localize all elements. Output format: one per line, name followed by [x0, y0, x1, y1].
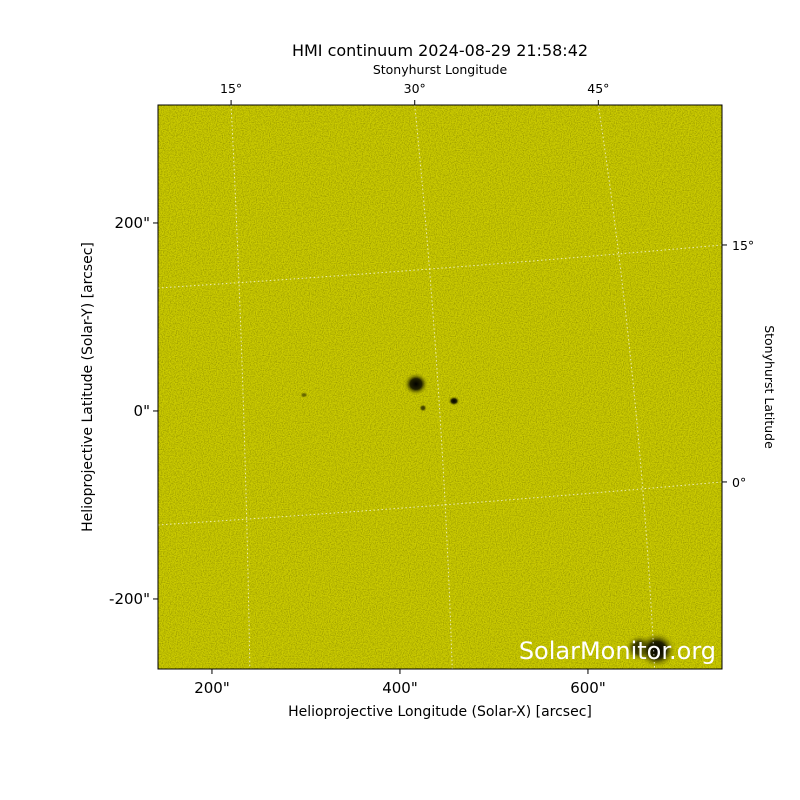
x2-tick-label: 15° [220, 81, 242, 96]
plot-frame [157, 104, 723, 670]
y-tick-label: -200" [109, 590, 150, 608]
y2-tick-label: 15° [732, 238, 754, 253]
y-tick-label: 0" [134, 402, 150, 420]
x-tick-label: 400" [382, 679, 418, 697]
x-tick-label: 600" [570, 679, 606, 697]
y-axis-label: Helioprojective Latitude (Solar-Y) [arcs… [80, 242, 96, 532]
x2-axis-label: Stonyhurst Longitude [373, 62, 508, 77]
y2-axis-label: Stonyhurst Latitude [762, 325, 777, 449]
y-tick-label: 200" [114, 214, 150, 232]
image-noise [158, 105, 722, 669]
sunspot [637, 631, 677, 669]
sunspot [403, 372, 429, 396]
y2-tick-label: 0° [732, 475, 746, 490]
sunspot [300, 392, 308, 398]
x-tick-label: 200" [194, 679, 230, 697]
x2-tick-label: 45° [587, 81, 609, 96]
x2-tick-label: 30° [404, 81, 426, 96]
sunspot [419, 404, 427, 412]
x-axis-label: Helioprojective Longitude (Solar-X) [arc… [288, 704, 592, 720]
grid-line [597, 105, 656, 669]
chart-title: HMI continuum 2024-08-29 21:58:42 [292, 41, 588, 60]
image-detail [158, 105, 722, 669]
sunspot [448, 396, 460, 406]
watermark: SolarMonitor.org [519, 637, 716, 665]
